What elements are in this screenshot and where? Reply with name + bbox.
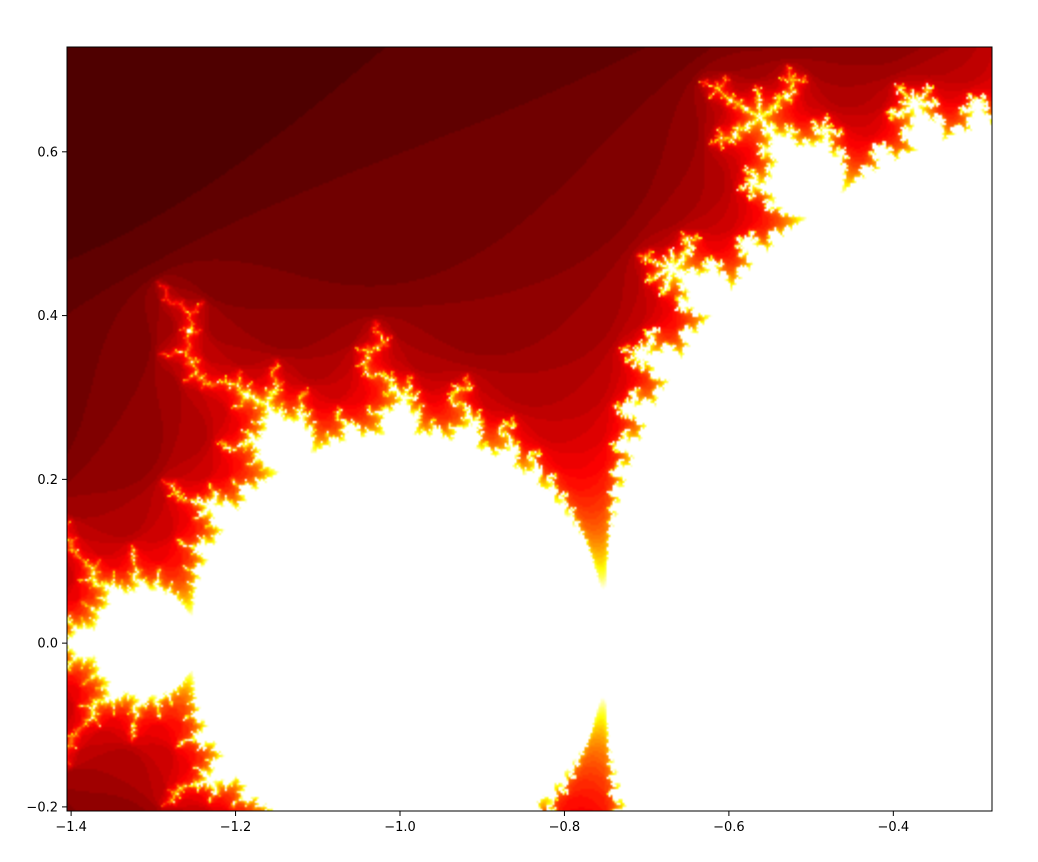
x-axis: −1.4 −1.2 −1.0 −0.8 −0.6 −0.4 [55,811,909,835]
x-tick-label: −1.0 [384,820,416,835]
x-tick-label: −0.6 [713,820,745,835]
x-tick-label: −0.4 [878,820,910,835]
y-axis: −0.2 0.0 0.2 0.4 0.6 [26,145,67,815]
x-tick-label: −1.4 [55,820,87,835]
y-tick-label: −0.2 [26,800,58,815]
mandelbrot-heatmap [67,47,992,811]
y-tick-label: 0.4 [37,309,58,324]
x-tick-label: −0.8 [549,820,581,835]
y-tick-label: 0.6 [37,145,58,160]
y-tick-label: 0.2 [37,473,58,488]
y-tick-label: 0.0 [37,637,58,652]
axes-frame [66,46,993,812]
plot-area [66,46,993,812]
x-tick-label: −1.2 [220,820,252,835]
